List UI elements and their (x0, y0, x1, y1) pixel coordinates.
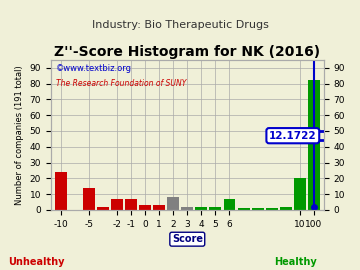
Bar (167, 197, 179, 210)
Bar (210, 207, 221, 210)
Bar (238, 208, 249, 210)
Text: Healthy: Healthy (274, 257, 316, 267)
Bar (224, 199, 235, 210)
Bar (153, 205, 165, 210)
Bar (111, 199, 123, 210)
Bar (55, 172, 67, 210)
Bar (308, 80, 320, 210)
Text: Unhealthy: Unhealthy (8, 257, 64, 267)
Bar (181, 207, 193, 210)
Text: ©www.textbiz.org: ©www.textbiz.org (56, 64, 132, 73)
Bar (294, 178, 306, 210)
Bar (97, 207, 109, 210)
Bar (280, 207, 292, 210)
Bar (139, 205, 151, 210)
X-axis label: Score: Score (172, 234, 203, 244)
Bar (252, 208, 264, 210)
Text: The Research Foundation of SUNY: The Research Foundation of SUNY (56, 79, 186, 88)
Text: 12.1722: 12.1722 (269, 131, 317, 141)
Bar (195, 207, 207, 210)
Bar (266, 208, 278, 210)
Bar (83, 188, 95, 210)
Text: Industry: Bio Therapeutic Drugs: Industry: Bio Therapeutic Drugs (91, 20, 269, 30)
Y-axis label: Number of companies (191 total): Number of companies (191 total) (15, 65, 24, 205)
Title: Z''-Score Histogram for NK (2016): Z''-Score Histogram for NK (2016) (54, 45, 320, 59)
Bar (125, 199, 137, 210)
